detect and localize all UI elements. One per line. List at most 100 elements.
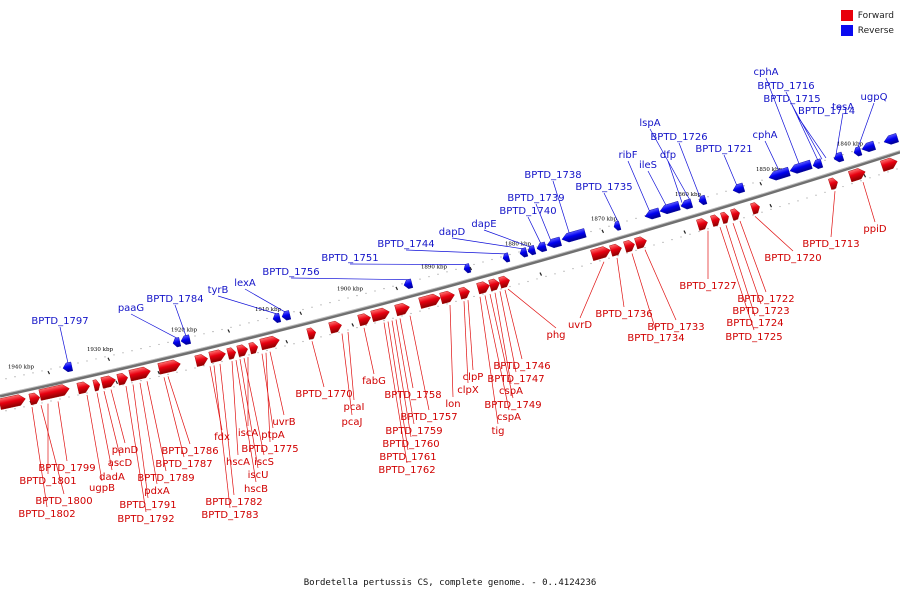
forward-gene [394, 303, 410, 317]
reverse-gene-label: BPTD_1739 [507, 193, 564, 204]
forward-gene-label: BPTD_1727 [679, 281, 736, 292]
legend-reverse: Reverse [840, 23, 894, 38]
forward-gene-label: BPTD_1787 [155, 459, 212, 470]
reverse-gene-label: dapE [471, 219, 496, 230]
forward-gene-label: cspA [499, 386, 523, 397]
forward-gene-label: BPTD_1747 [487, 374, 544, 385]
position-dots [5, 136, 898, 412]
forward-label-leader [387, 321, 409, 451]
forward-gene-label: BPTD_1792 [117, 514, 174, 525]
forward-gene [828, 177, 838, 190]
forward-label-leader [219, 363, 235, 496]
forward-gene-label: BPTD_1722 [737, 294, 794, 305]
reverse-gene-label: BPTD_1716 [757, 81, 814, 92]
reverse-label-leader [483, 229, 531, 248]
forward-gene-label: panD [112, 445, 139, 456]
reverse-gene [281, 310, 292, 321]
forward-gene [28, 392, 41, 406]
reverse-label-leader [552, 180, 571, 236]
reverse-label-leader [667, 160, 683, 203]
reverse-gene [833, 151, 845, 163]
forward-label-leader [494, 292, 512, 385]
forward-gene-label: ascD [108, 458, 133, 469]
reverse-gene [812, 158, 824, 169]
forward-gene [259, 335, 280, 351]
forward-label-leader [167, 376, 191, 445]
reverse-label-leader [723, 154, 738, 187]
reverse-gene-label: paaG [118, 303, 144, 314]
forward-gene [116, 372, 128, 386]
forward-label-leader [261, 353, 274, 429]
forward-gene [418, 293, 441, 309]
forward-gene-label: clpP [463, 372, 484, 383]
forward-gene [226, 347, 237, 360]
reverse-gene [768, 166, 791, 181]
forward-gene [623, 240, 635, 253]
reverse-label-leader [174, 304, 187, 337]
forward-gene [208, 349, 226, 364]
forward-label-leader [644, 249, 677, 321]
forward-label-leader [40, 405, 65, 495]
reverse-label-leader [451, 237, 524, 250]
forward-gene [590, 246, 611, 261]
forward-gene [194, 354, 208, 367]
reverse-gene-label: BPTD_1797 [31, 316, 88, 327]
forward-gene [328, 320, 342, 334]
forward-label-leader [269, 351, 285, 416]
forward-gene [720, 211, 729, 224]
forward-gene [248, 342, 259, 355]
forward-label-leader [616, 257, 625, 308]
forward-genes [0, 157, 898, 410]
reverse-gene-label: lspA [639, 118, 660, 129]
forward-label-leader [862, 181, 876, 223]
forward-label-leader [110, 389, 126, 444]
forward-gene [498, 275, 510, 289]
forward-label-leader [579, 261, 605, 319]
forward-gene [38, 384, 70, 401]
reverse-label-leader [527, 216, 542, 244]
forward-gene-label: hscA [226, 457, 250, 468]
forward-label-leader [507, 288, 557, 329]
reverse-gene-label: BPTD_1740 [499, 206, 556, 217]
forward-gene-label: BPTD_1758 [384, 390, 441, 401]
forward-gene-label: BPTD_1759 [385, 426, 442, 437]
reverse-gene [536, 241, 548, 253]
forward-label-leader [725, 225, 756, 317]
forward-gene-label: BPTD_1762 [378, 465, 435, 476]
forward-label-leader [139, 382, 158, 485]
forward-label-leader [504, 289, 523, 360]
reverse-label-leader [349, 263, 467, 265]
reverse-gene-label: BPTD_1751 [321, 253, 378, 264]
forward-gene-label: lon [445, 399, 460, 410]
forward-gene-label: uvrD [568, 320, 592, 331]
reverse-gene-label: BPTD_1721 [695, 144, 752, 155]
forward-label-leader [754, 216, 794, 252]
forward-gene-label: pdxA [144, 486, 170, 497]
forward-gene [458, 286, 470, 300]
reverse-gene-label: lexA [234, 278, 256, 289]
reverse-gene [463, 263, 472, 274]
forward-label-leader [739, 220, 767, 293]
forward-gene [880, 157, 898, 172]
reverse-label-leaders [59, 77, 875, 364]
forward-gene-label: BPTD_1791 [119, 500, 176, 511]
forward-gene-label: BPTD_1733 [647, 322, 704, 333]
forward-gene-label: ugpB [89, 483, 115, 494]
reverse-gene-label: cphA [752, 130, 777, 141]
reverse-gene [732, 182, 746, 194]
kbp-tick-label: 1930 kbp [87, 347, 114, 353]
forward-label-leader [243, 358, 265, 456]
forward-label-leader [57, 401, 68, 462]
reverse-label-leader [857, 102, 875, 148]
legend-forward-label: Forward [857, 10, 894, 21]
reverse-label-leader [764, 140, 781, 173]
forward-gene [357, 313, 371, 327]
reverse-gene-label: BPTD_1784 [146, 294, 203, 305]
reverse-gene [883, 133, 899, 145]
reverse-gene [172, 337, 182, 348]
forward-gene-label: uvrB [272, 417, 295, 428]
forward-label-leader [347, 331, 355, 401]
forward-label-leader [449, 304, 454, 398]
forward-gene-label: BPTD_1725 [725, 332, 782, 343]
reverse-label-leader [785, 91, 819, 161]
